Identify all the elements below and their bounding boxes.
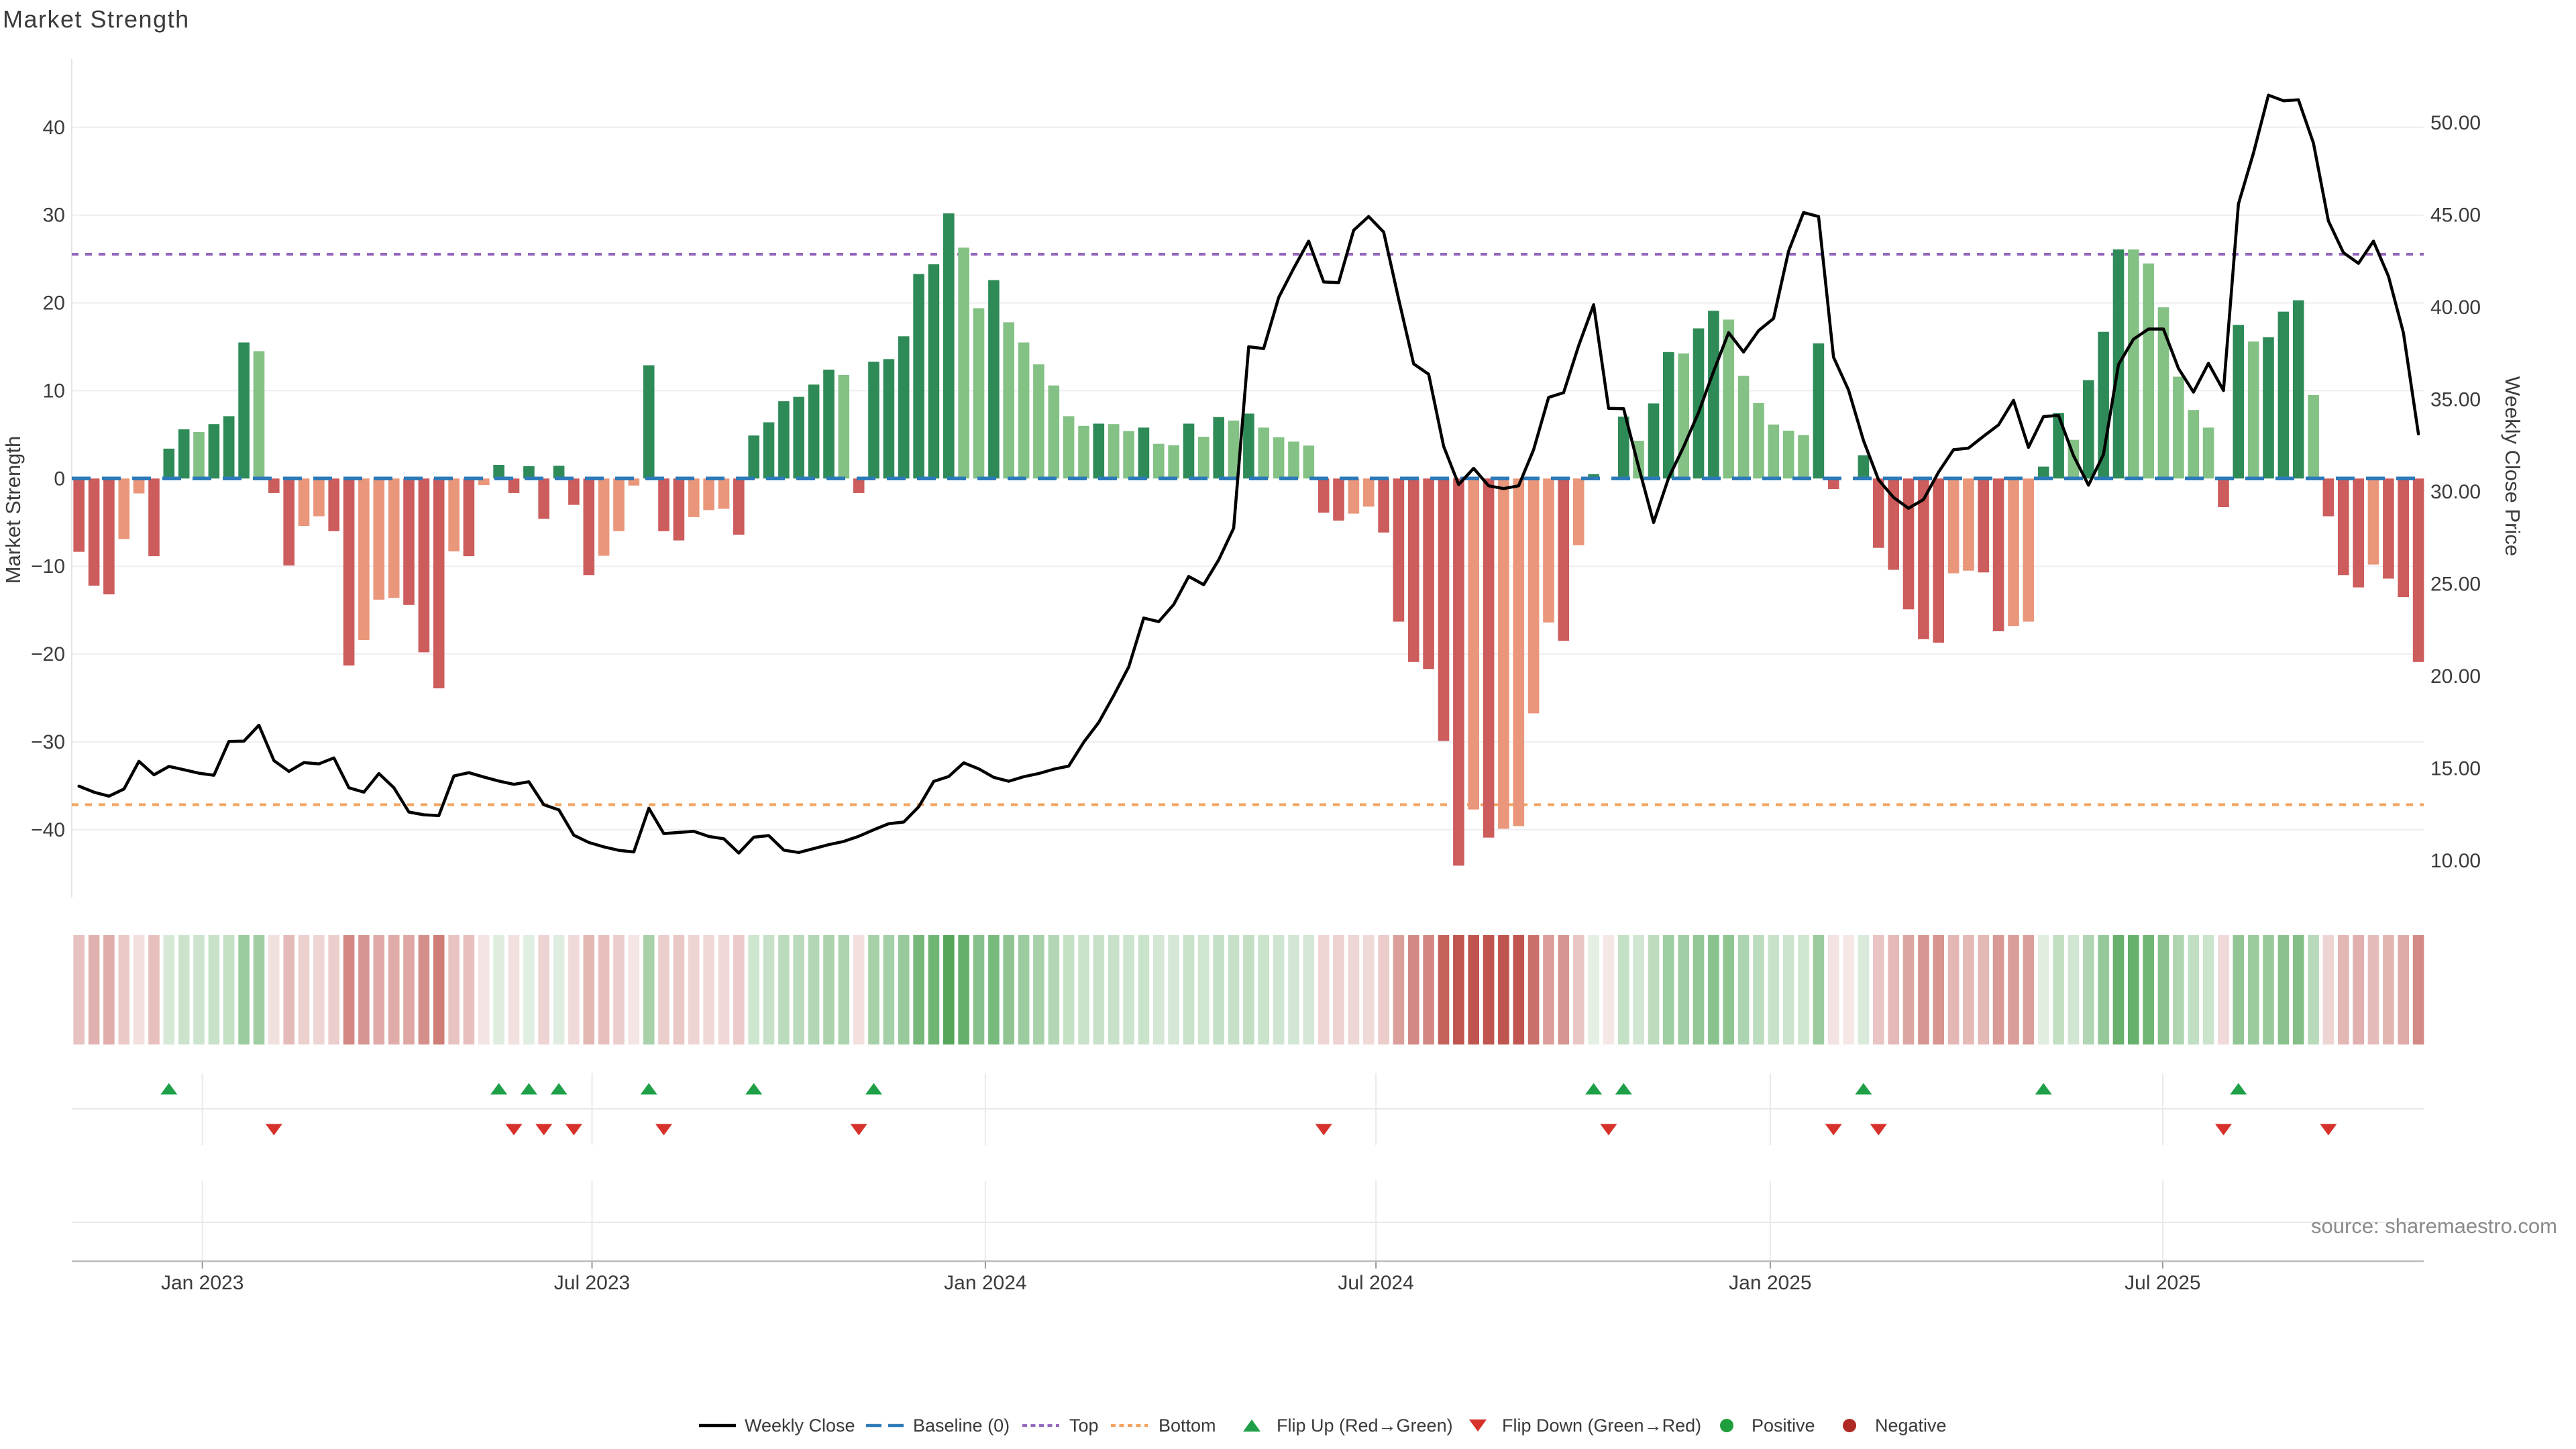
svg-text:10: 10 [43,380,65,402]
svg-text:40.00: 40.00 [2430,297,2481,319]
svg-text:Jul 2023: Jul 2023 [554,1272,630,1294]
svg-text:40: 40 [43,117,65,139]
svg-text:20: 20 [43,292,65,315]
svg-text:Negative: Negative [1875,1415,1947,1436]
svg-text:25.00: 25.00 [2430,574,2481,596]
svg-text:35.00: 35.00 [2430,389,2481,411]
svg-text:45.00: 45.00 [2430,205,2481,227]
svg-text:Jan 2023: Jan 2023 [161,1272,244,1294]
svg-text:source: sharemaestro.com: source: sharemaestro.com [2311,1214,2557,1238]
svg-text:−10: −10 [31,555,65,578]
svg-text:−20: −20 [31,643,65,665]
svg-text:50.00: 50.00 [2430,112,2481,134]
svg-text:Top: Top [1069,1415,1099,1436]
svg-text:Jul 2025: Jul 2025 [2125,1272,2200,1294]
svg-text:Jan 2024: Jan 2024 [944,1272,1026,1294]
svg-text:Weekly Close: Weekly Close [745,1415,855,1436]
svg-text:Market Strength: Market Strength [3,5,190,33]
svg-text:10.00: 10.00 [2430,850,2481,872]
svg-text:−30: −30 [31,731,65,753]
svg-text:Positive: Positive [1752,1415,1815,1436]
svg-text:0: 0 [54,468,65,490]
svg-text:20.00: 20.00 [2430,665,2481,688]
svg-text:30: 30 [43,205,65,227]
svg-text:Jan 2025: Jan 2025 [1729,1272,1811,1294]
svg-text:Bottom: Bottom [1159,1415,1216,1436]
svg-text:15.00: 15.00 [2430,758,2481,780]
svg-text:Jul 2024: Jul 2024 [1338,1272,1413,1294]
svg-text:Weekly Close Price: Weekly Close Price [2501,376,2524,556]
svg-text:Flip Up (Red→Green): Flip Up (Red→Green) [1277,1415,1453,1436]
svg-text:Flip Down (Green→Red): Flip Down (Green→Red) [1502,1415,1701,1436]
svg-text:−40: −40 [31,819,65,841]
svg-text:30.00: 30.00 [2430,481,2481,503]
svg-text:Baseline (0): Baseline (0) [913,1415,1010,1436]
svg-text:Market Strength: Market Strength [1,436,25,584]
